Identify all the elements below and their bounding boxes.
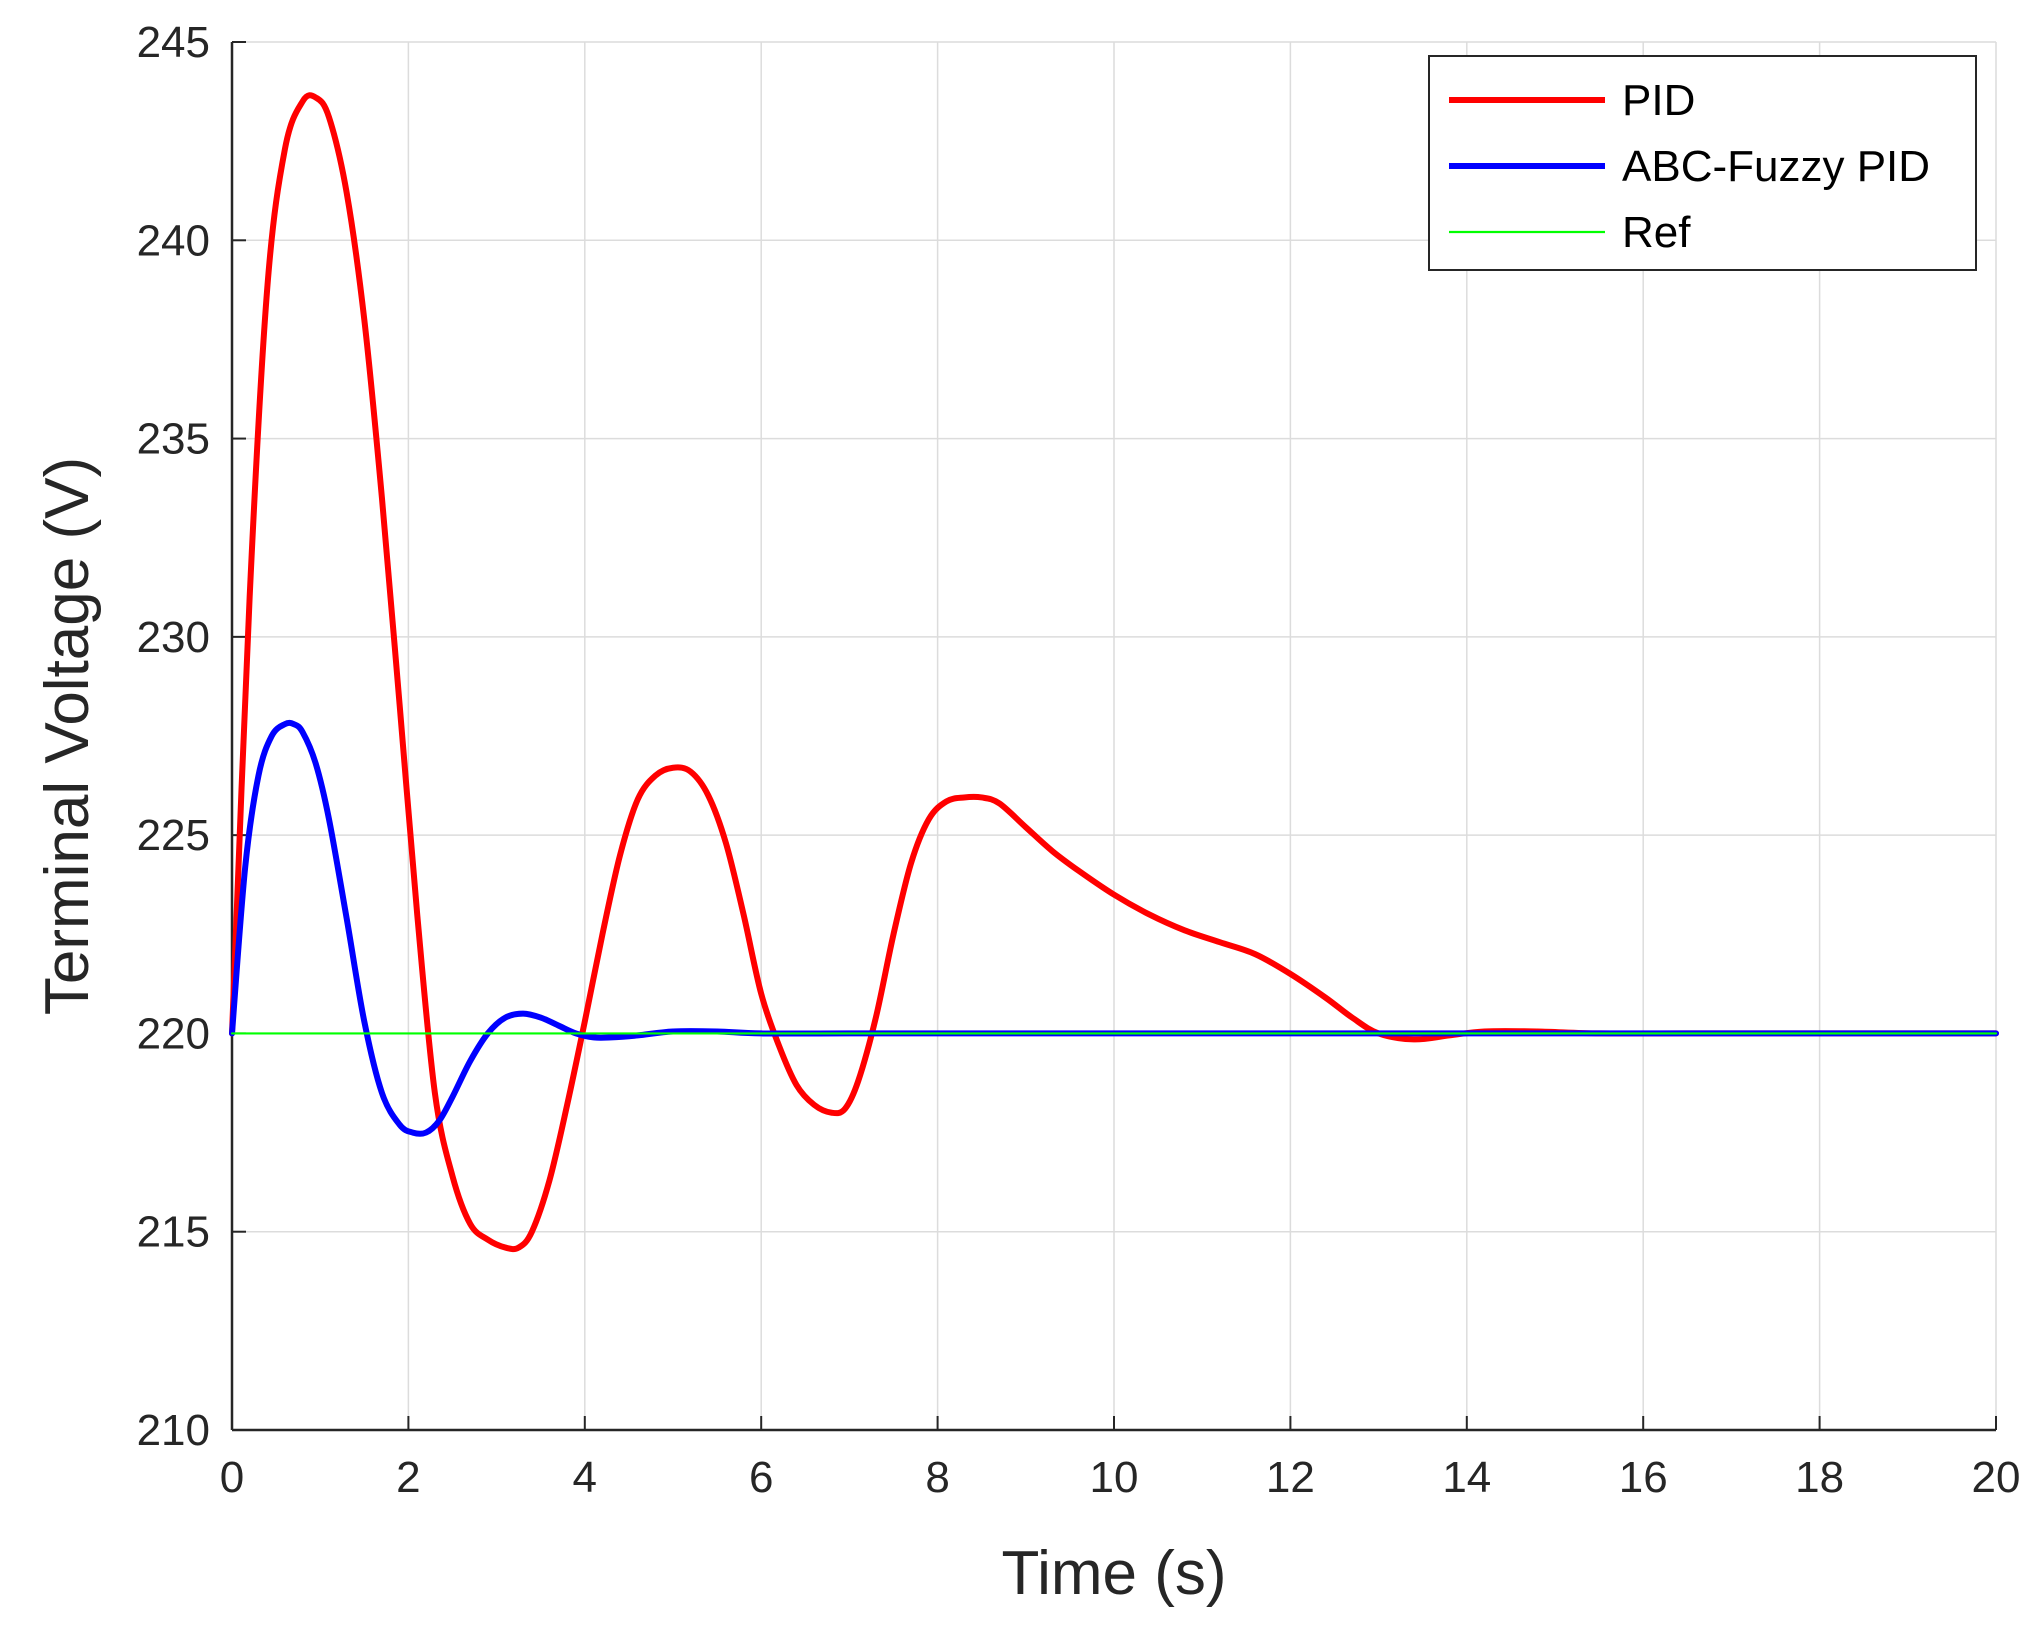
y-tick-label: 220	[137, 1009, 210, 1058]
y-tick-label: 245	[137, 18, 210, 67]
x-tick-label: 20	[1972, 1453, 2021, 1502]
x-tick-label: 16	[1619, 1453, 1668, 1502]
y-tick-label: 215	[137, 1208, 210, 1257]
x-axis-label: Time (s)	[1002, 1539, 1227, 1608]
x-tick-label: 2	[396, 1453, 420, 1502]
legend-label-abc-fuzzy-pid: ABC-Fuzzy PID	[1622, 142, 1930, 191]
x-tick-label: 0	[220, 1453, 244, 1502]
x-tick-label: 10	[1090, 1453, 1139, 1502]
legend-label-pid: PID	[1622, 76, 1695, 125]
y-tick-label: 225	[137, 811, 210, 860]
series-line-pid	[229, 92, 1999, 1253]
legend-label-ref: Ref	[1622, 208, 1691, 257]
x-tick-label: 6	[749, 1453, 773, 1502]
x-tick-label: 12	[1266, 1453, 1315, 1502]
y-axis-label: Terminal Voltage (V)	[33, 457, 102, 1015]
x-tick-label: 8	[925, 1453, 949, 1502]
y-tick-label: 210	[137, 1406, 210, 1455]
y-tick-label: 230	[137, 613, 210, 662]
legend: PID ABC-Fuzzy PID Ref	[1428, 55, 1977, 271]
tick-labels: 0 2 4 6 8 10 12 14 16 18 20 210 215 220 225 230 235 240 24…	[137, 18, 2021, 1502]
series-layer	[229, 92, 1999, 1253]
x-tick-label: 18	[1795, 1453, 1844, 1502]
x-tick-label: 4	[573, 1453, 597, 1502]
x-tick-label: 14	[1442, 1453, 1491, 1502]
y-tick-label: 235	[137, 415, 210, 464]
y-tick-label: 240	[137, 216, 210, 265]
